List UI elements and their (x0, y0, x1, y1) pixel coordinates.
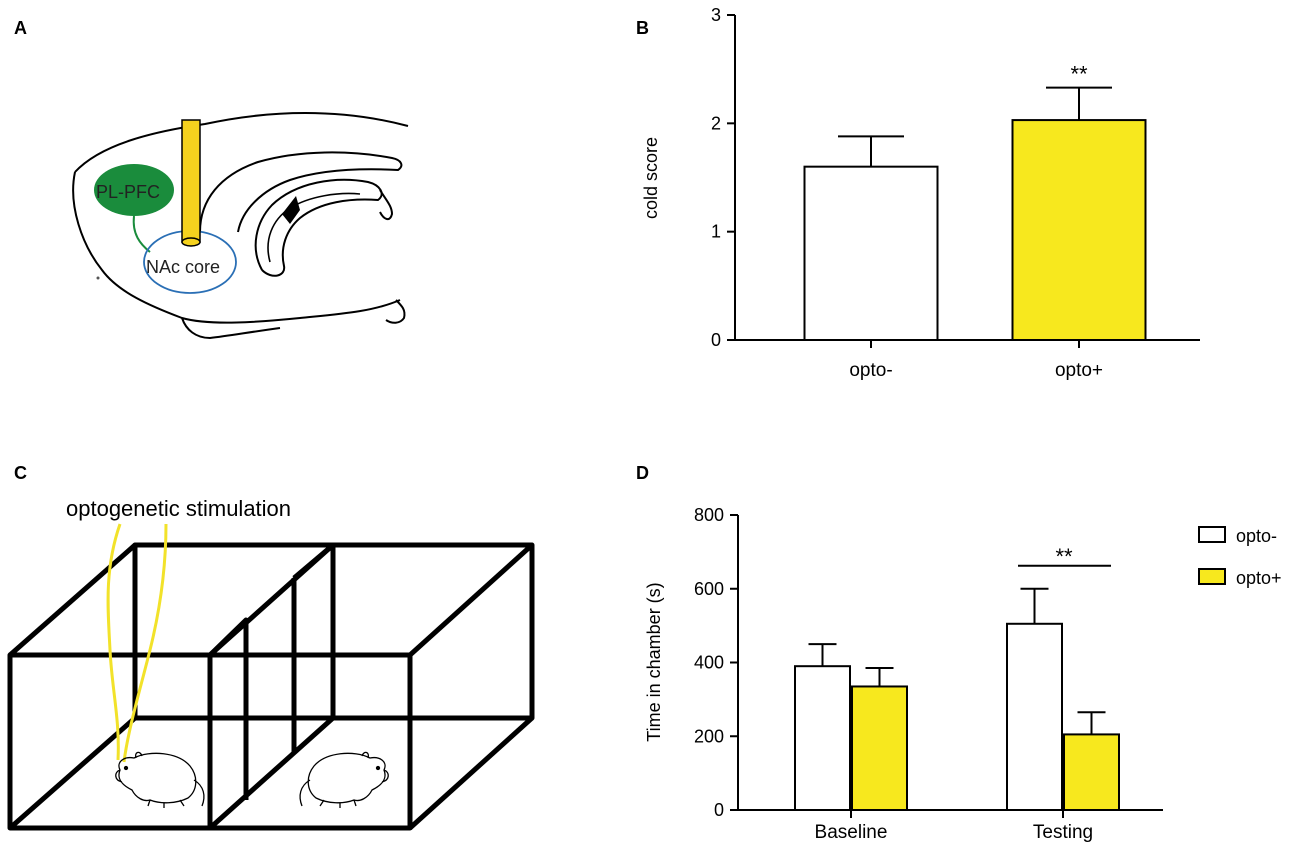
y-tick-label: 1 (711, 222, 721, 242)
y-tick-label: 2 (711, 113, 721, 133)
brainstem-outline (385, 299, 406, 324)
y-tick-label: 600 (694, 579, 724, 599)
panel-label-c: C (14, 463, 27, 483)
x-tick-label: Testing (1033, 822, 1093, 843)
bar-opto-plus (1011, 119, 1147, 342)
chart-b: 0 1 2 3 cold score opto-opto+ ** (641, 5, 1200, 381)
chamber-diagram: optogenetic stimulation (7, 496, 535, 831)
hippocampus-outline (254, 178, 383, 277)
ventricle (282, 196, 300, 224)
y-tick-label: 0 (711, 330, 721, 350)
pl-pfc-region (94, 164, 174, 216)
y-tick-label: 3 (711, 5, 721, 25)
panel-label-d: D (636, 463, 649, 483)
y-axis-title: cold score (641, 137, 661, 219)
pl-pfc-label: PL-PFC (96, 182, 160, 202)
brain-diagram: PL-PFC NAc core (72, 112, 409, 340)
stim-wire-right (122, 523, 168, 763)
stim-wire-left (106, 523, 122, 761)
legend-swatch-opto-minus (1198, 526, 1226, 543)
bar-opto-minus (803, 165, 939, 341)
legend-label: opto+ (1236, 568, 1282, 588)
panel-label-a: A (14, 18, 27, 38)
significance-marker: ** (1055, 544, 1073, 569)
pfc-projection-line (132, 215, 151, 253)
divider-wall-right (292, 543, 335, 580)
optical-fiber (181, 119, 201, 243)
y-tick-label: 200 (694, 726, 724, 746)
x-tick-label: Baseline (815, 822, 888, 843)
y-tick-label: 0 (714, 800, 724, 820)
legend-label: opto- (1236, 526, 1277, 546)
chamber-edge-tl (8, 543, 137, 657)
divider-bottom (208, 716, 335, 830)
y-tick-label: 800 (694, 505, 724, 525)
bar-testing-opto-plus (1063, 733, 1120, 811)
posterior-outline (379, 189, 394, 220)
y-tick-label: 400 (694, 653, 724, 673)
mouse-left (115, 751, 205, 808)
legend-swatch-opto-plus (1198, 568, 1226, 585)
x-tick-label: opto- (849, 360, 892, 381)
bar-testing-opto-minus (1006, 622, 1063, 811)
x-tick-label: opto+ (1055, 360, 1103, 381)
panel-label-b: B (636, 18, 649, 38)
optical-fiber-tip (181, 237, 201, 247)
divider-wall-left (208, 617, 249, 800)
cortex-inner-line (199, 151, 403, 233)
y-axis-title: Time in chamber (s) (644, 582, 664, 741)
significance-marker: ** (1070, 62, 1088, 87)
hippocampus-inner (267, 192, 361, 263)
stray-dot (96, 276, 100, 280)
bar-baseline-opto-minus (794, 665, 851, 811)
chamber-edge-br (408, 716, 534, 830)
chart-d: 0 200 400 600 800 Time in chamber (s) Baseline… (644, 505, 1282, 843)
nac-core-label: NAc core (146, 257, 220, 277)
chamber-edge-tr (408, 543, 534, 657)
chamber-edge-bl (8, 716, 137, 830)
mouse-right (299, 751, 389, 808)
brain-outline (72, 112, 409, 340)
stimulation-caption: optogenetic stimulation (66, 496, 291, 521)
bar-baseline-opto-plus (851, 685, 908, 811)
